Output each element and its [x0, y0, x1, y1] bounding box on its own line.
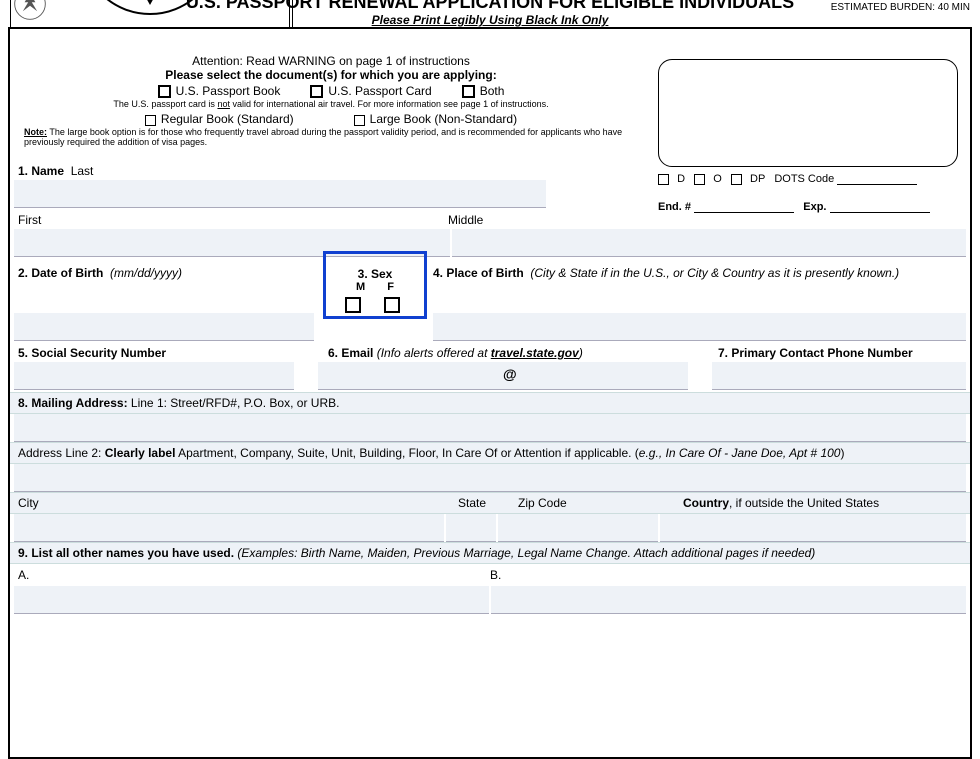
- other-names-input[interactable]: [10, 586, 970, 614]
- city-state-labels: City State Zip Code Country, if outside …: [10, 492, 970, 514]
- dob-label: 2. Date of Birth: [18, 266, 103, 280]
- name-a-label: A.: [18, 568, 29, 582]
- email-label: 6. Email: [328, 346, 373, 360]
- attention-text: Attention: Read WARNING on page 1 of ins…: [18, 54, 644, 68]
- checkbox-icon[interactable]: [462, 85, 475, 98]
- name-b-label: B.: [490, 568, 501, 582]
- size-note: Note: The large book option is for those…: [18, 128, 644, 150]
- at-symbol: @: [503, 366, 517, 382]
- document-select-section: Attention: Read WARNING on page 1 of ins…: [10, 52, 652, 150]
- first-middle-input[interactable]: [10, 229, 970, 257]
- sex-highlight-box: [323, 251, 427, 319]
- last-label: Last: [71, 164, 94, 178]
- opt-passport-book[interactable]: U.S. Passport Book: [158, 84, 281, 98]
- head-oval-icon: FROM 1" TO 1 3/8": [80, 0, 220, 15]
- opt-large-book[interactable]: Large Book (Non-Standard): [354, 112, 517, 126]
- travel-link[interactable]: travel.state.gov: [491, 346, 579, 360]
- name-label: 1. Name: [18, 164, 64, 178]
- photo-placeholder-box: [658, 59, 958, 167]
- dob-pob-input[interactable]: [10, 313, 970, 341]
- select-prompt: Please select the document(s) for which …: [18, 68, 644, 82]
- opt-both[interactable]: Both: [462, 84, 505, 98]
- opt-regular-book[interactable]: Regular Book (Standard): [145, 112, 294, 126]
- pob-label: 4. Place of Birth: [433, 266, 524, 280]
- other-names-label: 9. List all other names you have used. (…: [10, 542, 970, 564]
- middle-label: Middle: [440, 210, 970, 229]
- opt-passport-card[interactable]: U.S. Passport Card: [310, 84, 431, 98]
- addr2-input[interactable]: [10, 464, 970, 492]
- first-label: First: [10, 210, 440, 229]
- addr2-label: Address Line 2: Clearly label Apartment,…: [10, 442, 970, 464]
- photo-staple-area: STAPLE STAPLE 2" x 2" 2" x 2" FROM 1" TO…: [10, 0, 290, 29]
- mailing-label: 8. Mailing Address: Line 1: Street/RFD#,…: [10, 392, 970, 414]
- last-name-input[interactable]: [10, 180, 550, 208]
- addr1-input[interactable]: [10, 414, 970, 442]
- checkbox-icon[interactable]: [310, 85, 323, 98]
- ssn-email-phone-input[interactable]: @: [10, 362, 970, 390]
- city-state-input[interactable]: [10, 514, 970, 542]
- ssn-label: 5. Social Security Number: [10, 343, 320, 362]
- checkbox-icon[interactable]: [158, 85, 171, 98]
- phone-label: 7. Primary Contact Phone Number: [710, 343, 970, 362]
- checkbox-icon[interactable]: [354, 115, 365, 126]
- checkbox-icon[interactable]: [145, 115, 156, 126]
- section-10: 10. Passport Book and/or Passport Card I…: [292, 0, 970, 29]
- card-note: The U.S. passport card is not valid for …: [18, 100, 644, 110]
